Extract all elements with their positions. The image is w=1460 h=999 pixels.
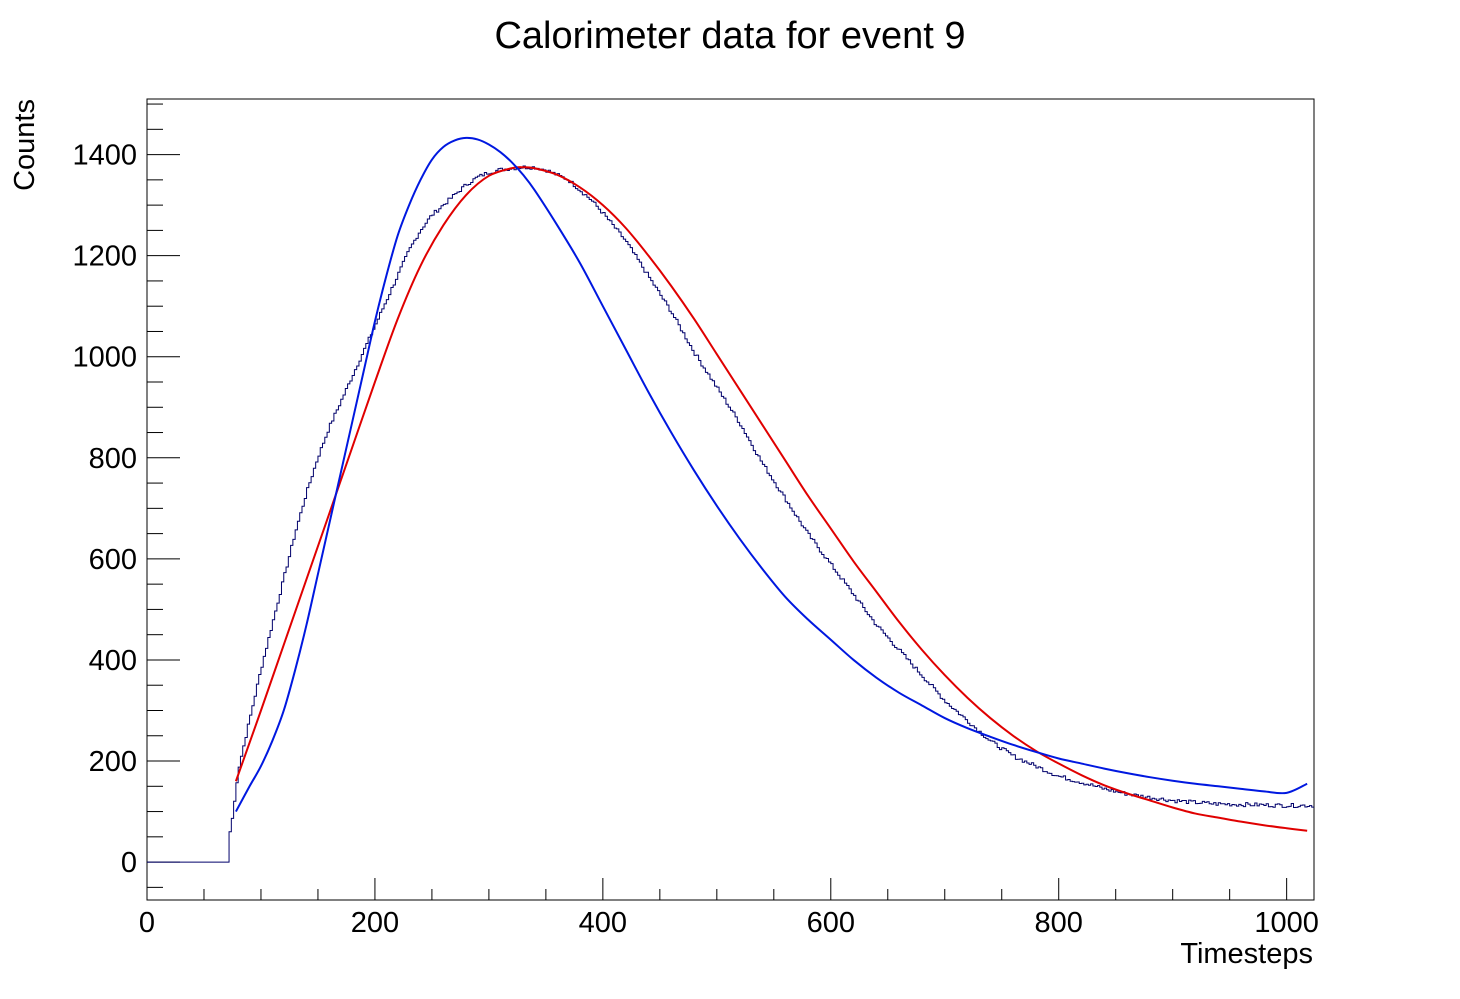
axis-ticks: 0 200 400 600 800 1000 0 200 400 600 800 1000 1200 14… [72, 103, 1319, 939]
red-fit-curve [234, 166, 1308, 832]
x-tick-label: 400 [579, 907, 627, 939]
y-tick-label: 0 [121, 847, 137, 879]
plot-frame [146, 98, 1315, 901]
x-tick-label: 0 [139, 907, 155, 939]
data-histogram-line [147, 165, 1314, 863]
y-tick-label: 1000 [72, 342, 137, 374]
y-tick-label: 200 [89, 746, 137, 778]
y-axis-label: Counts [9, 99, 41, 191]
x-axis-label: Timesteps [1180, 938, 1313, 970]
y-tick-label: 600 [89, 544, 137, 576]
y-tick-label: 400 [89, 645, 137, 677]
x-tick-label: 800 [1035, 907, 1083, 939]
x-tick-label: 600 [807, 907, 855, 939]
y-tick-label: 1200 [72, 241, 137, 273]
y-tick-label: 1400 [72, 140, 137, 172]
y-tick-label: 800 [89, 443, 137, 475]
x-tick-label: 1000 [1254, 907, 1319, 939]
plot-series [147, 136, 1314, 863]
x-tick-label: 200 [351, 907, 399, 939]
chart-title: Calorimeter data for event 9 [494, 15, 965, 57]
blue-fit-curve [235, 136, 1308, 813]
